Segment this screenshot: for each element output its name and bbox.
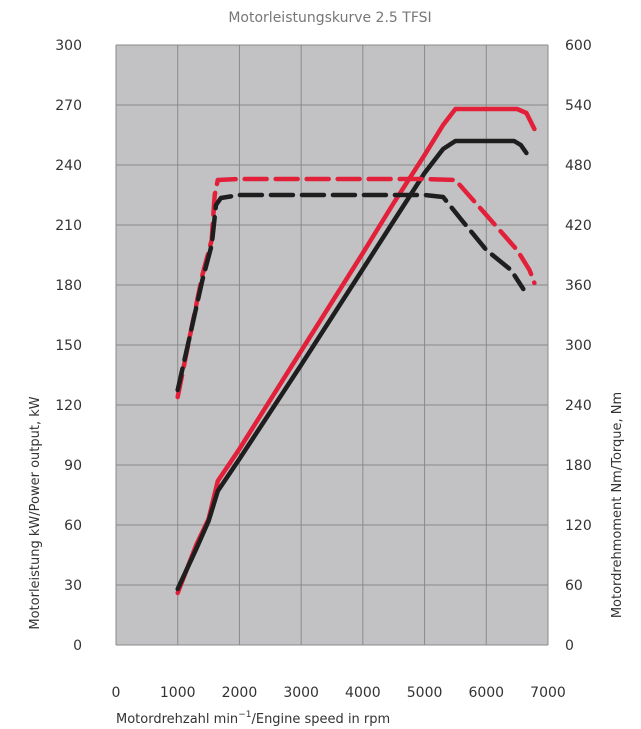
y-right-tick-label-1: 60 [565, 578, 583, 594]
y-right-tick-label-9: 540 [565, 98, 592, 114]
series-line-3 [175, 192, 526, 393]
y-left-tick-label-1: 30 [64, 578, 82, 594]
y-left-tick-label-3: 90 [64, 458, 82, 474]
y-left-tick-label-9: 270 [55, 98, 82, 114]
y-right-tick-label-3: 180 [565, 458, 592, 474]
data-series [175, 106, 537, 596]
series-line-1 [175, 138, 529, 592]
y-left-tick-label-0: 0 [73, 638, 82, 654]
y-right-tick-label-10: 600 [565, 38, 592, 54]
gridlines [115, 44, 549, 646]
y-left-tick-label-6: 180 [55, 278, 82, 294]
y-right-tick-label-2: 120 [565, 518, 592, 534]
x-axis-label-rest: /Engine speed in rpm [251, 712, 390, 727]
x-axis-label-main: Motordrehzahl min [116, 712, 238, 727]
y-left-tick-label-5: 150 [55, 338, 82, 354]
x-tick-label-5: 5000 [407, 685, 443, 701]
x-tick-label-3: 3000 [283, 685, 319, 701]
y-axis-right-label: Motordrehmoment Nm/Torque, Nm [610, 392, 625, 618]
y-right-tick-label-4: 240 [565, 398, 592, 414]
y-left-tick-label-7: 210 [55, 218, 82, 234]
x-tick-label-1: 1000 [160, 685, 196, 701]
y-right-tick-label-0: 0 [565, 638, 574, 654]
x-tick-label-6: 6000 [468, 685, 504, 701]
y-right-tick-label-6: 360 [565, 278, 592, 294]
x-tick-label-0: 0 [112, 685, 121, 701]
x-tick-label-7: 7000 [530, 685, 566, 701]
y-left-tick-label-2: 60 [64, 518, 82, 534]
y-left-tick-label-10: 300 [55, 38, 82, 54]
y-left-tick-label-4: 120 [55, 398, 82, 414]
chart-title: Motorleistungskurve 2.5 TFSI [228, 10, 431, 26]
tick-labels: 0 1000 2000 3000 4000 5000 6000 700003060901201… [55, 38, 591, 701]
y-left-tick-label-8: 240 [55, 158, 82, 174]
y-right-tick-label-5: 300 [565, 338, 592, 354]
series-line-2 [175, 176, 537, 400]
y-right-tick-label-7: 420 [565, 218, 592, 234]
x-tick-label-4: 4000 [345, 685, 381, 701]
x-axis-label-superscript: −1 [238, 710, 251, 720]
x-tick-label-2: 2000 [222, 685, 258, 701]
y-right-tick-label-8: 480 [565, 158, 592, 174]
x-axis-label: Motordrehzahl min−1/Engine speed in rpm [116, 710, 390, 727]
y-axis-left-label: Motorleistung kW/Power output, kW [28, 396, 43, 629]
